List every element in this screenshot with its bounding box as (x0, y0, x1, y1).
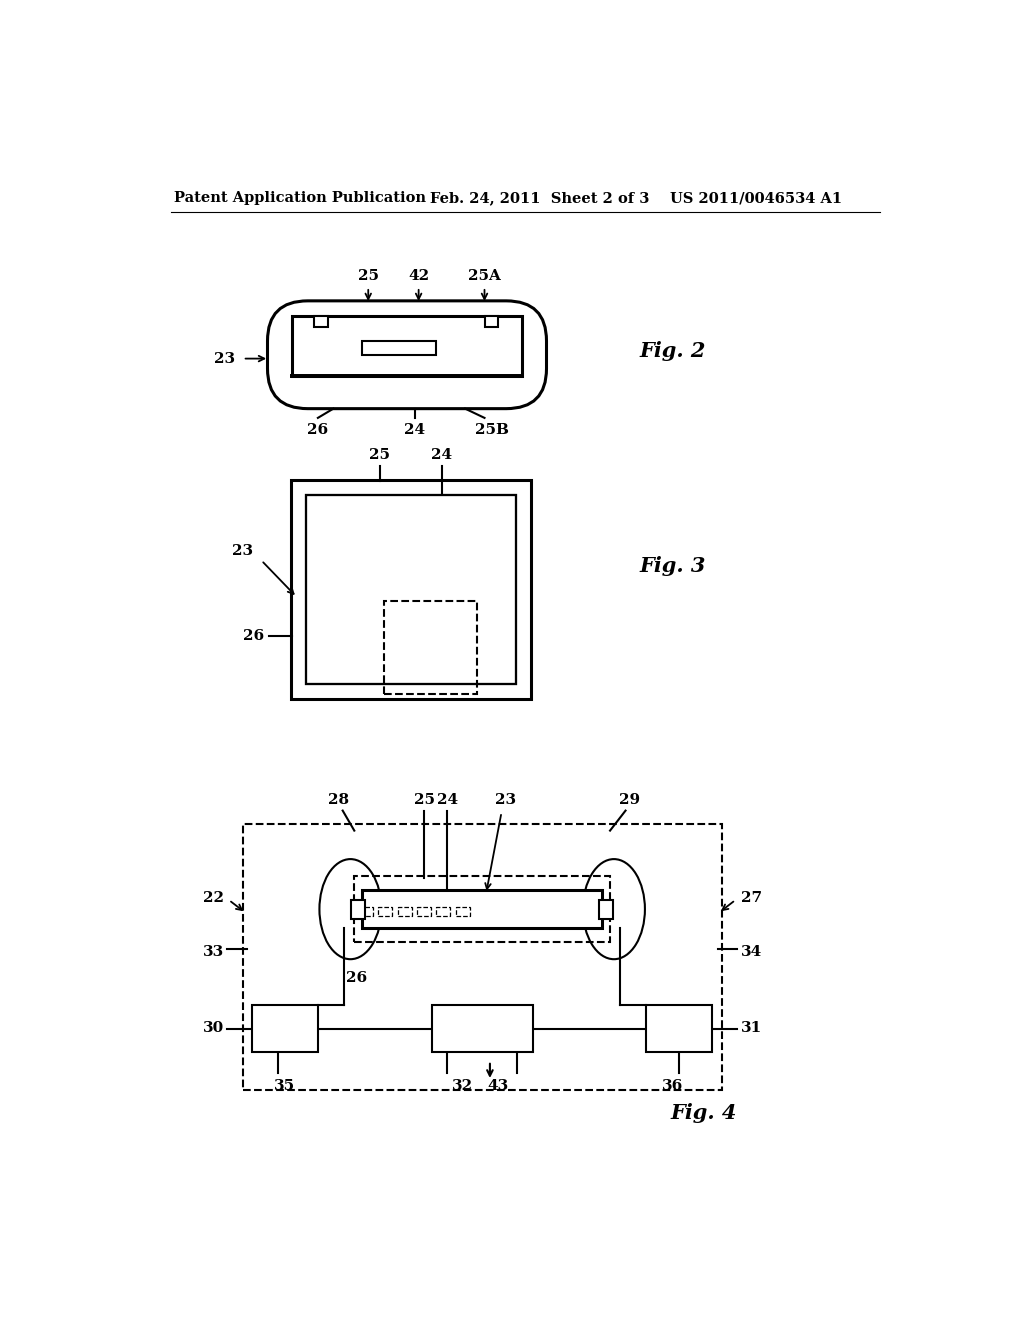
Bar (484, 317, 499, 327)
Bar (417, 907, 431, 916)
Bar (292, 317, 521, 376)
Bar (252, 1006, 317, 1052)
Ellipse shape (319, 859, 381, 960)
Text: 42: 42 (408, 269, 429, 284)
Bar (599, 899, 613, 919)
Bar (378, 907, 392, 916)
Text: 28: 28 (329, 793, 349, 807)
Text: 34: 34 (740, 945, 762, 958)
FancyBboxPatch shape (267, 301, 547, 409)
Text: Patent Application Publication: Patent Application Publication (174, 191, 427, 206)
Text: 26: 26 (307, 424, 329, 437)
Bar (646, 1006, 713, 1052)
Text: 30: 30 (203, 1022, 224, 1035)
Bar (243, 825, 722, 1090)
Text: 25: 25 (370, 449, 390, 462)
Text: Fig. 3: Fig. 3 (640, 557, 706, 577)
Text: 25: 25 (357, 269, 379, 284)
Text: 23: 23 (214, 351, 236, 366)
Bar (432, 1006, 532, 1052)
Text: 27: 27 (740, 891, 762, 904)
Bar (354, 876, 610, 942)
Text: 35: 35 (274, 1080, 296, 1093)
Text: 24: 24 (404, 424, 425, 437)
Bar (397, 907, 412, 916)
Text: 24: 24 (431, 449, 453, 462)
Text: 24: 24 (437, 793, 458, 807)
Text: 23: 23 (232, 544, 253, 558)
Text: 29: 29 (618, 793, 640, 807)
Bar (291, 480, 531, 700)
Bar (362, 341, 436, 355)
Text: 32: 32 (453, 1080, 473, 1093)
Bar (456, 907, 470, 916)
Text: 26: 26 (346, 972, 368, 986)
Text: 43: 43 (487, 1080, 508, 1093)
Text: 33: 33 (203, 945, 224, 958)
Text: Fig. 2: Fig. 2 (640, 341, 706, 360)
Bar (384, 601, 477, 693)
Text: 23: 23 (495, 793, 516, 807)
Bar (314, 317, 328, 327)
Text: 25: 25 (414, 793, 434, 807)
Text: Fig. 4: Fig. 4 (671, 1104, 737, 1123)
Text: 36: 36 (663, 1080, 683, 1093)
Text: US 2011/0046534 A1: US 2011/0046534 A1 (671, 191, 843, 206)
Text: 22: 22 (203, 891, 224, 904)
Text: Feb. 24, 2011  Sheet 2 of 3: Feb. 24, 2011 Sheet 2 of 3 (430, 191, 649, 206)
Text: 25A: 25A (468, 269, 501, 284)
Ellipse shape (583, 859, 645, 960)
Bar (436, 907, 451, 916)
Text: 31: 31 (740, 1022, 762, 1035)
Bar (359, 907, 373, 916)
Text: 25B: 25B (475, 424, 509, 437)
Bar (362, 890, 602, 928)
Text: 26: 26 (243, 628, 264, 643)
Bar (306, 495, 515, 684)
Bar (351, 899, 366, 919)
